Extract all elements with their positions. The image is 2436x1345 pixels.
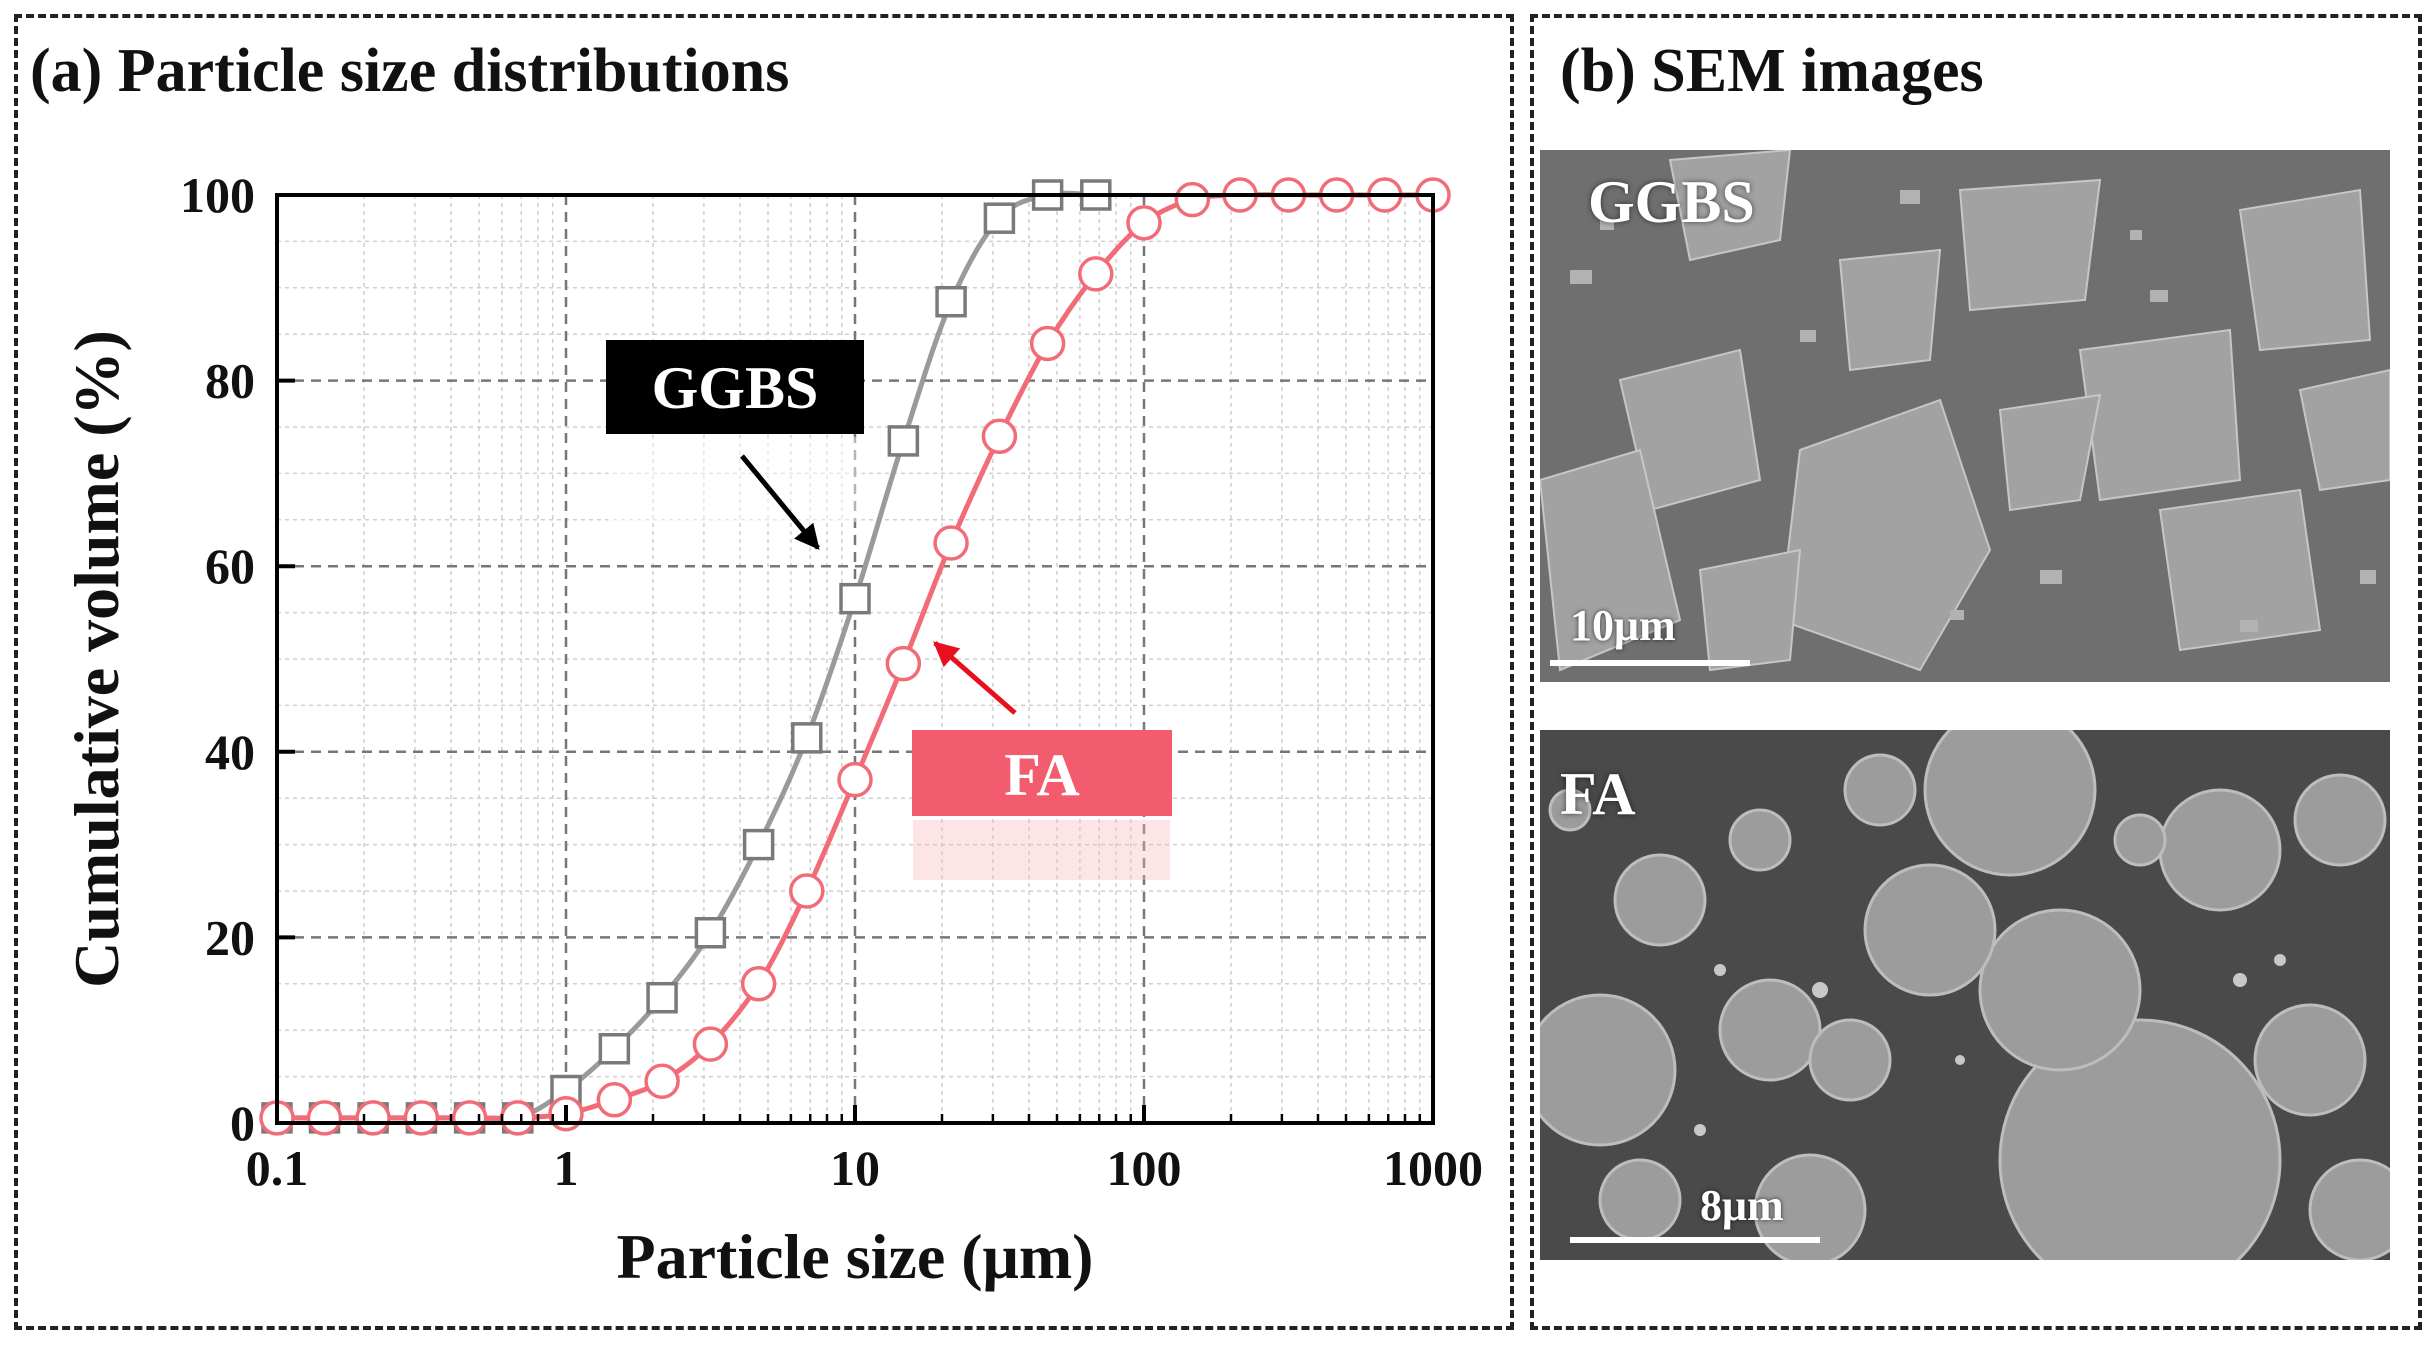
fa-callout-reflection: [913, 820, 1170, 880]
y-tick-label: 20: [205, 909, 255, 965]
data-point-ggbs: [742, 828, 775, 861]
data-point-fa: [981, 418, 1018, 455]
data-point-fa: [355, 1100, 391, 1136]
series-line-ggbs: [277, 190, 1096, 1123]
ggbs-scale-text: 10μm: [1570, 601, 1676, 650]
panel-particle-size: [14, 14, 1514, 1330]
x-axis-label: Particle size (μm): [617, 1221, 1094, 1292]
y-tick-label: 80: [205, 353, 255, 409]
series-ggbs: [261, 179, 1112, 1134]
data-point-fa: [692, 1026, 729, 1062]
sem-image-fa: FA 8μm: [1540, 730, 2390, 1260]
tick-layer: 0.1 1 10 100 1000 0 20 40 60 80 100: [180, 167, 1483, 1196]
fa-image-label: FA: [1560, 761, 1636, 827]
data-point-fa: [885, 645, 922, 682]
x-tick-label: 0.1: [246, 1140, 309, 1196]
y-tick-label: 0: [230, 1095, 255, 1151]
ggbs-callout-reflection: [608, 437, 863, 522]
fa-callout-arrow: [933, 641, 1017, 715]
data-point-fa: [933, 525, 969, 561]
panel-a-title: (a) Particle size distributions: [30, 37, 790, 105]
data-point-ggbs: [646, 981, 678, 1014]
data-point-fa: [451, 1100, 488, 1136]
fa-scale-text: 8μm: [1700, 1181, 1784, 1230]
data-point-fa: [789, 873, 825, 909]
y-tick-label: 60: [205, 538, 255, 594]
y-tick-label: 100: [180, 167, 255, 223]
panel-sem-images: [1530, 14, 2422, 1330]
fa-scale-bar: [1570, 1237, 1820, 1243]
fa-callout-label: FA: [1004, 742, 1080, 808]
data-point-fa: [1126, 205, 1162, 241]
ggbs-micrograph: [1540, 150, 2390, 682]
fa-callout: FA: [912, 641, 1172, 880]
ggbs-callout-arrow: [740, 454, 820, 550]
data-point-fa: [644, 1063, 680, 1099]
y-axis-label: Cumulative volume (%): [61, 330, 132, 988]
data-point-fa: [740, 966, 777, 1002]
data-point-ggbs: [791, 722, 823, 754]
x-tick-label: 1000: [1383, 1140, 1483, 1196]
panel-b-title: (b) SEM images: [1560, 37, 1984, 105]
x-tick-label: 100: [1107, 1140, 1182, 1196]
ggbs-scale-bar: [1550, 660, 1750, 666]
data-point-ggbs: [694, 917, 727, 949]
data-point-fa: [500, 1100, 536, 1136]
data-point-ggbs: [983, 202, 1016, 234]
x-tick-label: 10: [830, 1140, 880, 1196]
data-point-ggbs: [598, 1033, 631, 1065]
data-point-fa: [306, 1100, 343, 1136]
data-point-ggbs: [839, 582, 871, 615]
data-point-fa: [1078, 256, 1114, 292]
ggbs-callout-box: [606, 340, 864, 434]
data-point-fa: [596, 1082, 633, 1118]
data-point-fa: [837, 761, 873, 798]
fa-callout-box: [912, 730, 1172, 816]
data-point-fa: [1029, 325, 1066, 362]
data-point-ggbs: [887, 425, 920, 457]
data-point-ggbs: [935, 285, 967, 318]
ggbs-image-label: GGBS: [1588, 169, 1755, 235]
ggbs-callout-label: GGBS: [652, 355, 819, 421]
data-point-fa: [1174, 181, 1211, 218]
fa-micrograph: [1540, 730, 2390, 1260]
x-tick-label: 1: [554, 1140, 579, 1196]
ggbs-callout: GGBS: [606, 340, 864, 550]
y-tick-label: 40: [205, 724, 255, 780]
data-point-fa: [403, 1100, 440, 1136]
sem-image-ggbs: GGBS 10μm: [1540, 150, 2390, 682]
